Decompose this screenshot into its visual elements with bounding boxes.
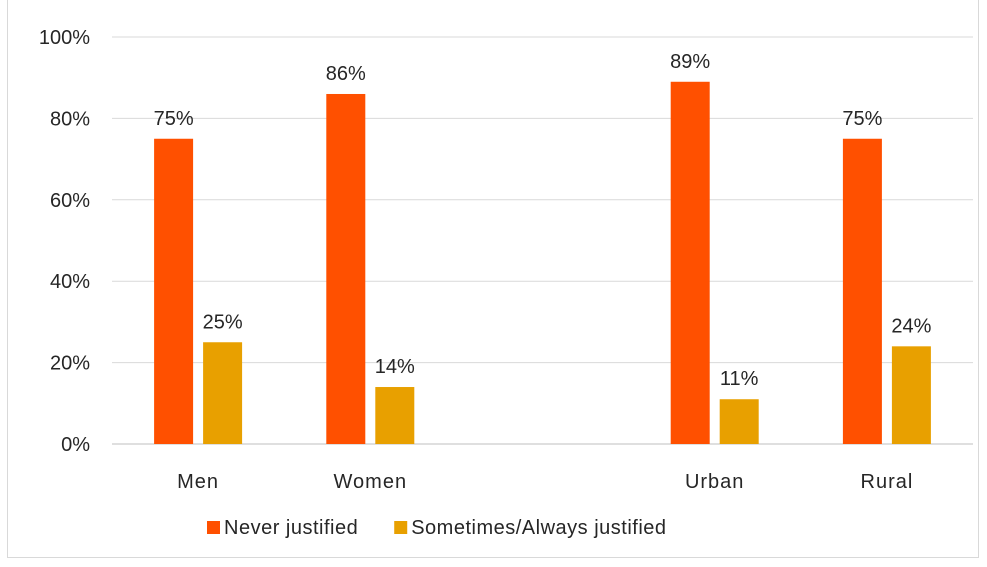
bar	[375, 387, 415, 444]
bar	[154, 138, 194, 444]
data-label: 75%	[842, 108, 882, 130]
y-tick-label: 40%	[50, 271, 90, 293]
legend-swatch	[207, 521, 220, 534]
bar	[326, 93, 366, 444]
data-labels: 75% 25% 86% 14% 89% 11% 75% 24%	[154, 51, 932, 390]
bar	[719, 399, 759, 444]
legend-swatch	[394, 521, 408, 534]
data-label: 86%	[326, 63, 366, 85]
data-label: 11%	[720, 368, 759, 390]
y-tick-label: 60%	[50, 190, 90, 212]
gridlines	[112, 36, 973, 445]
x-category-label: Rural	[861, 471, 914, 493]
y-tick-label: 100%	[39, 27, 90, 49]
bars	[154, 81, 931, 445]
data-label: 14%	[375, 356, 415, 378]
data-label: 24%	[891, 315, 931, 337]
y-tick-label: 20%	[50, 353, 90, 375]
legend: Never justified Sometimes/Always justifie…	[207, 517, 666, 539]
legend-label: Never justified	[224, 517, 358, 539]
x-category-label: Men	[177, 471, 219, 493]
bar	[842, 138, 882, 444]
x-category-label: Urban	[685, 471, 744, 493]
x-category-label: Women	[334, 471, 408, 493]
x-axis-labels: Men Women Urban Rural	[177, 471, 914, 493]
data-label: 25%	[203, 311, 243, 333]
bar	[670, 81, 710, 445]
y-axis-ticks: 0% 20% 40% 60% 80% 100%	[39, 27, 90, 456]
bar	[891, 346, 931, 444]
data-label: 75%	[154, 108, 194, 130]
bar	[203, 342, 243, 444]
legend-label: Sometimes/Always justified	[411, 517, 666, 539]
data-label: 89%	[670, 51, 710, 73]
y-tick-label: 80%	[50, 108, 90, 130]
y-tick-label: 0%	[61, 434, 90, 456]
